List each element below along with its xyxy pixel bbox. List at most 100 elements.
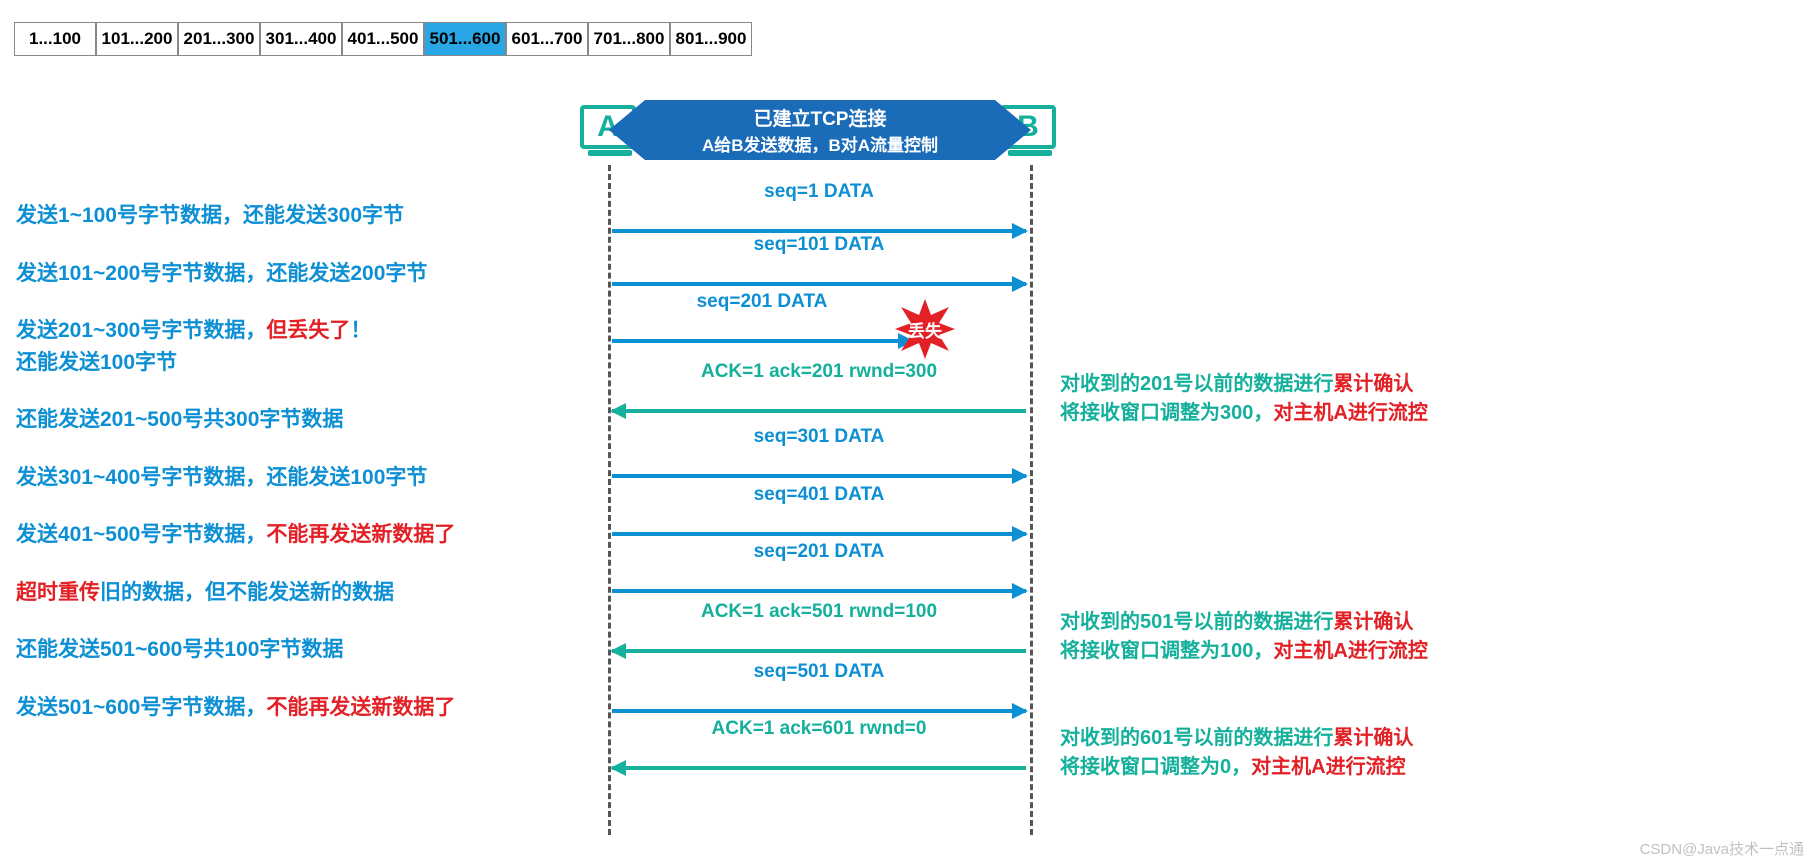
arrow-head-icon xyxy=(1012,276,1028,292)
data-arrow: seq=101 DATA xyxy=(612,258,1026,286)
arrow-line xyxy=(612,766,1026,770)
arrow-head-icon xyxy=(610,760,626,776)
left-note-row: 发送401~500号字节数据，不能再发送新数据了 xyxy=(16,519,455,551)
arrow-line xyxy=(612,589,1026,593)
note-segment: 对收到的601号以前的数据进行 xyxy=(1060,727,1333,749)
arrow-label: seq=101 DATA xyxy=(612,234,1026,256)
note-segment: 不能再发送新数据了 xyxy=(266,696,455,719)
banner-line1: 已建立TCP连接 xyxy=(753,104,886,131)
arrow-head-icon xyxy=(1012,703,1028,719)
left-note-row: 发送101~200号字节数据，还能发送200字节 xyxy=(16,258,455,290)
lifeline-a xyxy=(608,165,611,835)
right-note-line: 对收到的501号以前的数据进行累计确认 xyxy=(1060,608,1428,637)
lifeline-b xyxy=(1030,165,1033,835)
data-arrow: seq=201 DATA xyxy=(612,315,912,343)
arrow-line xyxy=(612,282,1026,286)
left-note-row: 发送301~400号字节数据，还能发送100字节 xyxy=(16,462,455,494)
byte-cell: 1...100 xyxy=(14,22,96,56)
connection-banner: 已建立TCP连接 A给B发送数据，B对A流量控制 xyxy=(645,100,995,160)
arrow-label: seq=1 DATA xyxy=(612,181,1026,203)
banner-line2: A给B发送数据，B对A流量控制 xyxy=(702,131,938,156)
data-arrow: seq=401 DATA xyxy=(612,508,1026,536)
byte-cell: 101...200 xyxy=(96,22,178,56)
arrow-line xyxy=(612,649,1026,653)
note-segment: 对主机A进行流控 xyxy=(1273,402,1427,424)
arrow-line xyxy=(612,409,1026,413)
byte-cell: 201...300 xyxy=(178,22,260,56)
packet-lost-burst: 丢失 xyxy=(895,299,955,359)
right-note-line: 将接收窗口调整为100，对主机A进行流控 xyxy=(1060,637,1428,666)
note-segment: 还能发送501~600号共100字节数据 xyxy=(16,638,343,661)
note-segment: 不能再发送新数据了 xyxy=(266,523,455,546)
note-segment: 累计确认 xyxy=(1333,727,1413,749)
note-segment: 发送1~100号字节数据，还能发送300字节 xyxy=(16,204,404,227)
ack-arrow: ACK=1 ack=601 rwnd=0 xyxy=(612,742,1026,770)
byte-cell: 701...800 xyxy=(588,22,670,56)
lost-label: 丢失 xyxy=(908,317,942,342)
arrow-line xyxy=(612,229,1026,233)
arrow-line xyxy=(612,709,1026,713)
byte-cell: 301...400 xyxy=(260,22,342,56)
note-segment: 超时重传 xyxy=(16,581,100,604)
arrow-label: seq=401 DATA xyxy=(612,484,1026,506)
note-segment: 累计确认 xyxy=(1333,373,1413,395)
left-note-row: 超时重传旧的数据，但不能发送新的数据 xyxy=(16,577,455,609)
byte-cell: 801...900 xyxy=(670,22,752,56)
arrow-label: seq=201 DATA xyxy=(612,291,912,313)
ack-arrow: ACK=1 ack=501 rwnd=100 xyxy=(612,625,1026,653)
note-segment: 将接收窗口调整为300， xyxy=(1060,402,1273,424)
note-segment: 发送101~200号字节数据，还能发送200字节 xyxy=(16,262,427,285)
note-segment: 发送501~600号字节数据， xyxy=(16,696,266,719)
note-segment: 还能发送100字节 xyxy=(16,351,177,374)
data-arrow: seq=1 DATA xyxy=(612,205,1026,233)
note-segment: 但丢失了 xyxy=(266,319,350,342)
right-note-block: 对收到的501号以前的数据进行累计确认将接收窗口调整为100，对主机A进行流控 xyxy=(1060,608,1428,666)
arrow-head-icon xyxy=(1012,468,1028,484)
note-segment: 对主机A进行流控 xyxy=(1251,756,1405,778)
byte-range-table: 1...100101...200201...300301...400401...… xyxy=(14,22,752,56)
note-segment: 将接收窗口调整为100， xyxy=(1060,640,1273,662)
byte-cell: 601...700 xyxy=(506,22,588,56)
note-segment: 还能发送201~500号共300字节数据 xyxy=(16,408,343,431)
note-segment: 将接收窗口调整为0， xyxy=(1060,756,1251,778)
arrow-label: ACK=1 ack=501 rwnd=100 xyxy=(612,601,1026,623)
byte-cell: 401...500 xyxy=(342,22,424,56)
arrow-head-icon xyxy=(610,403,626,419)
arrow-head-icon xyxy=(1012,583,1028,599)
left-annotations: 发送1~100号字节数据，还能发送300字节发送101~200号字节数据，还能发… xyxy=(16,200,455,749)
arrow-line xyxy=(612,532,1026,536)
left-note-row: 发送1~100号字节数据，还能发送300字节 xyxy=(16,200,455,232)
note-segment: 发送201~300号字节数据， xyxy=(16,319,266,342)
arrow-head-icon xyxy=(610,643,626,659)
data-arrow: seq=201 DATA xyxy=(612,565,1026,593)
left-note-row: 发送501~600号字节数据，不能再发送新数据了 xyxy=(16,692,455,724)
note-segment: 累计确认 xyxy=(1333,611,1413,633)
arrow-label: ACK=1 ack=601 rwnd=0 xyxy=(612,718,1026,740)
note-segment: ！ xyxy=(350,319,371,342)
right-note-line: 对收到的601号以前的数据进行累计确认 xyxy=(1060,724,1413,753)
data-arrow: seq=501 DATA xyxy=(612,685,1026,713)
arrow-head-icon xyxy=(1012,526,1028,542)
watermark: CSDN@Java技术一点通 xyxy=(1640,838,1804,859)
right-note-block: 对收到的601号以前的数据进行累计确认将接收窗口调整为0，对主机A进行流控 xyxy=(1060,724,1413,782)
note-segment: 对收到的501号以前的数据进行 xyxy=(1060,611,1333,633)
arrow-label: seq=301 DATA xyxy=(612,426,1026,448)
left-note-row: 还能发送201~500号共300字节数据 xyxy=(16,404,455,436)
left-note-row: 还能发送501~600号共100字节数据 xyxy=(16,634,455,666)
note-segment: 旧的数据，但不能发送新的数据 xyxy=(100,581,394,604)
arrow-label: seq=201 DATA xyxy=(612,541,1026,563)
right-note-line: 将接收窗口调整为300，对主机A进行流控 xyxy=(1060,399,1428,428)
arrow-line xyxy=(612,339,912,343)
data-arrow: seq=301 DATA xyxy=(612,450,1026,478)
right-note-block: 对收到的201号以前的数据进行累计确认将接收窗口调整为300，对主机A进行流控 xyxy=(1060,370,1428,428)
right-note-line: 对收到的201号以前的数据进行累计确认 xyxy=(1060,370,1428,399)
ack-arrow: ACK=1 ack=201 rwnd=300 xyxy=(612,385,1026,413)
right-note-line: 将接收窗口调整为0，对主机A进行流控 xyxy=(1060,753,1413,782)
left-note-row: 发送201~300号字节数据，但丢失了！ 还能发送100字节 xyxy=(16,315,455,378)
note-segment: 发送301~400号字节数据，还能发送100字节 xyxy=(16,466,427,489)
arrow-label: seq=501 DATA xyxy=(612,661,1026,683)
arrow-label: ACK=1 ack=201 rwnd=300 xyxy=(612,361,1026,383)
arrow-line xyxy=(612,474,1026,478)
note-segment: 对主机A进行流控 xyxy=(1273,640,1427,662)
byte-cell: 501...600 xyxy=(424,22,506,56)
